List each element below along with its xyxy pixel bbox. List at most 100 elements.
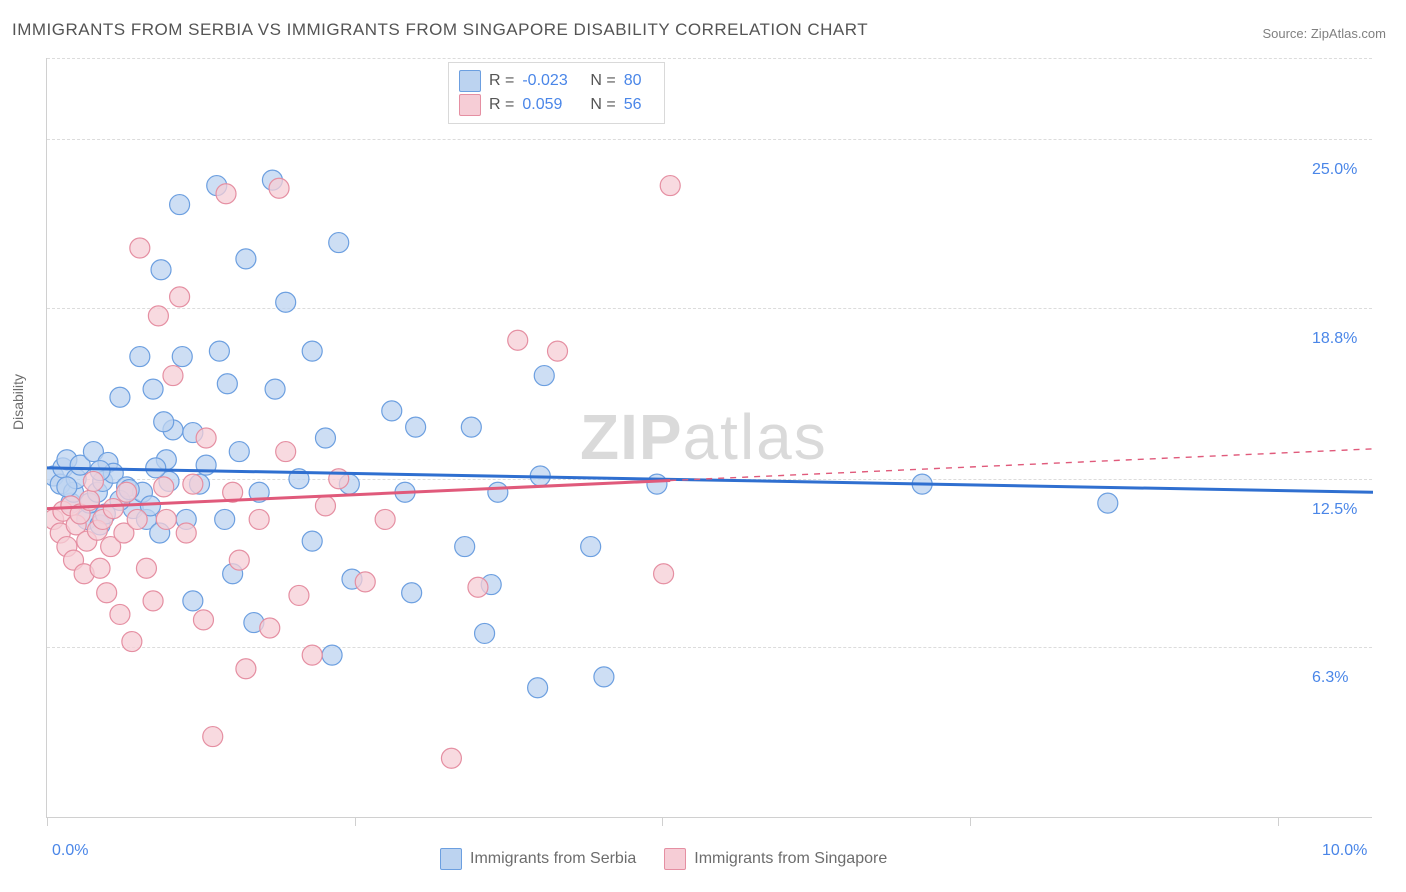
legend-swatch <box>459 70 481 92</box>
legend-series-item: Immigrants from Singapore <box>664 848 887 870</box>
data-point <box>216 184 236 204</box>
data-point <box>103 499 123 519</box>
legend-swatch <box>459 94 481 116</box>
data-point <box>594 667 614 687</box>
data-point <box>130 347 150 367</box>
data-point <box>441 748 461 768</box>
data-point <box>581 537 601 557</box>
data-point <box>127 509 147 529</box>
data-point <box>375 509 395 529</box>
source-label: Source: <box>1262 26 1310 41</box>
data-point <box>172 347 192 367</box>
data-point <box>475 623 495 643</box>
data-point <box>151 260 171 280</box>
data-point <box>461 417 481 437</box>
data-point <box>1098 493 1118 513</box>
data-point <box>110 387 130 407</box>
data-point <box>83 471 103 491</box>
y-tick-label: 25.0% <box>1312 161 1357 179</box>
y-tick-label: 6.3% <box>1312 669 1348 687</box>
data-point <box>196 428 216 448</box>
data-point <box>265 379 285 399</box>
y-axis-label: Disability <box>10 374 26 430</box>
data-point <box>455 537 475 557</box>
data-point <box>193 610 213 630</box>
data-point <box>322 645 342 665</box>
legend-swatch <box>664 848 686 870</box>
data-point <box>154 412 174 432</box>
data-point <box>215 509 235 529</box>
data-point <box>143 379 163 399</box>
data-point <box>130 238 150 258</box>
data-point <box>170 287 190 307</box>
legend-series: Immigrants from Serbia Immigrants from Si… <box>440 848 887 870</box>
x-tick <box>47 817 48 826</box>
y-tick-label: 18.8% <box>1312 330 1357 348</box>
data-point <box>654 564 674 584</box>
data-point <box>122 632 142 652</box>
data-point <box>57 477 77 497</box>
data-point <box>97 583 117 603</box>
data-point <box>276 442 296 462</box>
data-point <box>402 583 422 603</box>
legend-n-label: N = <box>590 93 615 117</box>
x-tick <box>662 817 663 826</box>
data-point <box>217 374 237 394</box>
x-tick <box>1278 817 1279 826</box>
legend-r-value: -0.023 <box>522 69 582 93</box>
data-point <box>170 195 190 215</box>
data-point <box>183 474 203 494</box>
legend-correlation-row: R = 0.059 N = 56 <box>459 93 654 117</box>
legend-n-value: 56 <box>624 93 654 117</box>
legend-series-label: Immigrants from Singapore <box>694 850 887 868</box>
data-point <box>302 645 322 665</box>
legend-correlation-box: R = -0.023 N = 80 R = 0.059 N = 56 <box>448 62 665 124</box>
data-point <box>289 585 309 605</box>
legend-r-label: R = <box>489 69 514 93</box>
x-tick <box>970 817 971 826</box>
data-point <box>110 604 130 624</box>
data-point <box>276 292 296 312</box>
data-point <box>329 233 349 253</box>
legend-series-item: Immigrants from Serbia <box>440 848 636 870</box>
data-point <box>176 523 196 543</box>
data-point <box>315 428 335 448</box>
data-point <box>660 176 680 196</box>
data-point <box>468 577 488 597</box>
data-point <box>355 572 375 592</box>
data-point <box>229 550 249 570</box>
data-point <box>148 306 168 326</box>
data-point <box>136 558 156 578</box>
y-tick-label: 12.5% <box>1312 501 1357 519</box>
data-point <box>488 482 508 502</box>
data-point <box>146 458 166 478</box>
trend-line-extrapolated <box>670 449 1373 481</box>
legend-n-value: 80 <box>624 69 654 93</box>
data-point <box>249 509 269 529</box>
x-right-label: 10.0% <box>1322 842 1367 860</box>
data-point <box>156 509 176 529</box>
data-point <box>117 482 137 502</box>
data-point <box>163 366 183 386</box>
legend-correlation-row: R = -0.023 N = 80 <box>459 69 654 93</box>
legend-series-label: Immigrants from Serbia <box>470 850 636 868</box>
data-point <box>229 442 249 462</box>
trend-line <box>47 468 1373 492</box>
data-point <box>647 474 667 494</box>
data-point <box>203 727 223 747</box>
source-value: ZipAtlas.com <box>1311 26 1386 41</box>
data-point <box>209 341 229 361</box>
data-point <box>260 618 280 638</box>
data-point <box>548 341 568 361</box>
data-point <box>534 366 554 386</box>
scatter-plot-area <box>46 58 1372 818</box>
legend-swatch <box>440 848 462 870</box>
x-tick <box>355 817 356 826</box>
data-point <box>406 417 426 437</box>
data-point <box>90 558 110 578</box>
data-point <box>154 477 174 497</box>
data-point <box>236 249 256 269</box>
x-left-label: 0.0% <box>52 842 88 860</box>
data-point <box>382 401 402 421</box>
data-point <box>302 341 322 361</box>
